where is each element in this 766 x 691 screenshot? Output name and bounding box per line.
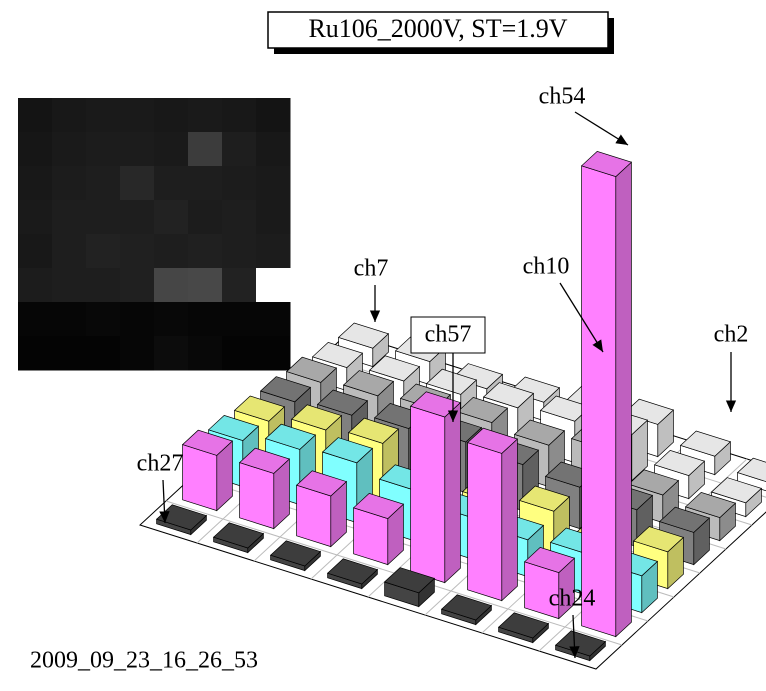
heat-cell — [18, 200, 53, 235]
heat-cell — [154, 234, 189, 269]
heat-cell — [222, 98, 257, 133]
timestamp: 2009_09_23_16_26_53 — [30, 648, 258, 674]
heatmap — [18, 98, 291, 371]
heat-cell — [188, 98, 223, 133]
arrow — [575, 112, 628, 145]
heat-cell — [188, 200, 223, 235]
heat-cell — [86, 302, 121, 337]
heat-cell — [188, 132, 223, 167]
annotation: ch24 — [549, 586, 596, 612]
bar-side — [445, 403, 461, 583]
heat-cell — [256, 336, 291, 371]
heat-cell — [18, 132, 53, 167]
heat-cell — [120, 98, 155, 133]
bar-side — [502, 439, 518, 601]
bar — [468, 428, 518, 600]
bar — [297, 471, 347, 547]
heat-cell — [154, 200, 189, 235]
heat-cell — [256, 234, 291, 269]
heat-cell — [154, 98, 189, 133]
heat-cell — [18, 336, 53, 371]
heat-cell — [222, 302, 257, 337]
bar-front — [411, 406, 445, 582]
heat-cell — [154, 166, 189, 201]
heat-cell — [188, 166, 223, 201]
heat-cell — [52, 166, 87, 201]
heat-cell — [52, 302, 87, 337]
heat-cell — [86, 336, 121, 371]
heat-cell — [18, 98, 53, 133]
heat-cell — [188, 234, 223, 269]
heat-cell — [256, 302, 291, 337]
heat-cell — [52, 200, 87, 235]
heat-cell — [222, 268, 257, 303]
heat-cell — [52, 98, 87, 133]
heat-cell — [52, 234, 87, 269]
heat-cell — [120, 132, 155, 167]
bar-front — [468, 443, 502, 601]
bar — [240, 448, 290, 528]
heat-cell — [120, 234, 155, 269]
bar — [582, 151, 632, 636]
heat-cell — [18, 268, 53, 303]
heat-cell — [120, 200, 155, 235]
heat-cell — [18, 302, 53, 337]
bar — [183, 430, 233, 510]
heat-cell — [86, 234, 121, 269]
heat-cell — [188, 302, 223, 337]
heat-cell — [256, 166, 291, 201]
annotation: ch54 — [539, 84, 586, 110]
bar-front — [582, 166, 616, 637]
heat-cell — [188, 268, 223, 303]
heat-cell — [86, 132, 121, 167]
chart-title: Ru106_2000V, ST=1.9V — [308, 14, 567, 43]
annotation: ch10 — [523, 254, 570, 280]
bar-front — [240, 463, 274, 529]
heat-cell — [86, 268, 121, 303]
heat-cell — [18, 166, 53, 201]
heat-cell — [120, 302, 155, 337]
heat-cell — [120, 268, 155, 303]
heat-cell — [256, 98, 291, 133]
heat-cell — [18, 234, 53, 269]
heat-cell — [188, 336, 223, 371]
heat-cell — [256, 132, 291, 167]
heat-cell — [222, 336, 257, 371]
heat-cell — [154, 336, 189, 371]
heat-cell — [256, 268, 291, 303]
heat-cell — [86, 98, 121, 133]
heat-cell — [52, 132, 87, 167]
annotation: ch7 — [354, 256, 389, 282]
annotation: ch2 — [714, 322, 749, 348]
heat-cell — [154, 268, 189, 303]
annotation: ch27 — [137, 451, 184, 477]
heat-cell — [86, 200, 121, 235]
heat-cell — [120, 166, 155, 201]
heat-cell — [154, 302, 189, 337]
heat-cell — [120, 336, 155, 371]
heat-cell — [52, 336, 87, 371]
heat-cell — [154, 132, 189, 167]
chart: Ru106_2000V, ST=1.9V 2009_09_23_16_26_53… — [0, 0, 766, 691]
bar-front — [183, 445, 217, 511]
heat-cell — [222, 234, 257, 269]
heat-cell — [222, 166, 257, 201]
heat-cell — [222, 132, 257, 167]
bar — [354, 493, 404, 564]
heat-cell — [86, 166, 121, 201]
heat-cell — [256, 200, 291, 235]
bar-side — [616, 162, 632, 636]
heat-cell — [52, 268, 87, 303]
annotation: ch57 — [425, 322, 472, 348]
heat-cell — [222, 200, 257, 235]
